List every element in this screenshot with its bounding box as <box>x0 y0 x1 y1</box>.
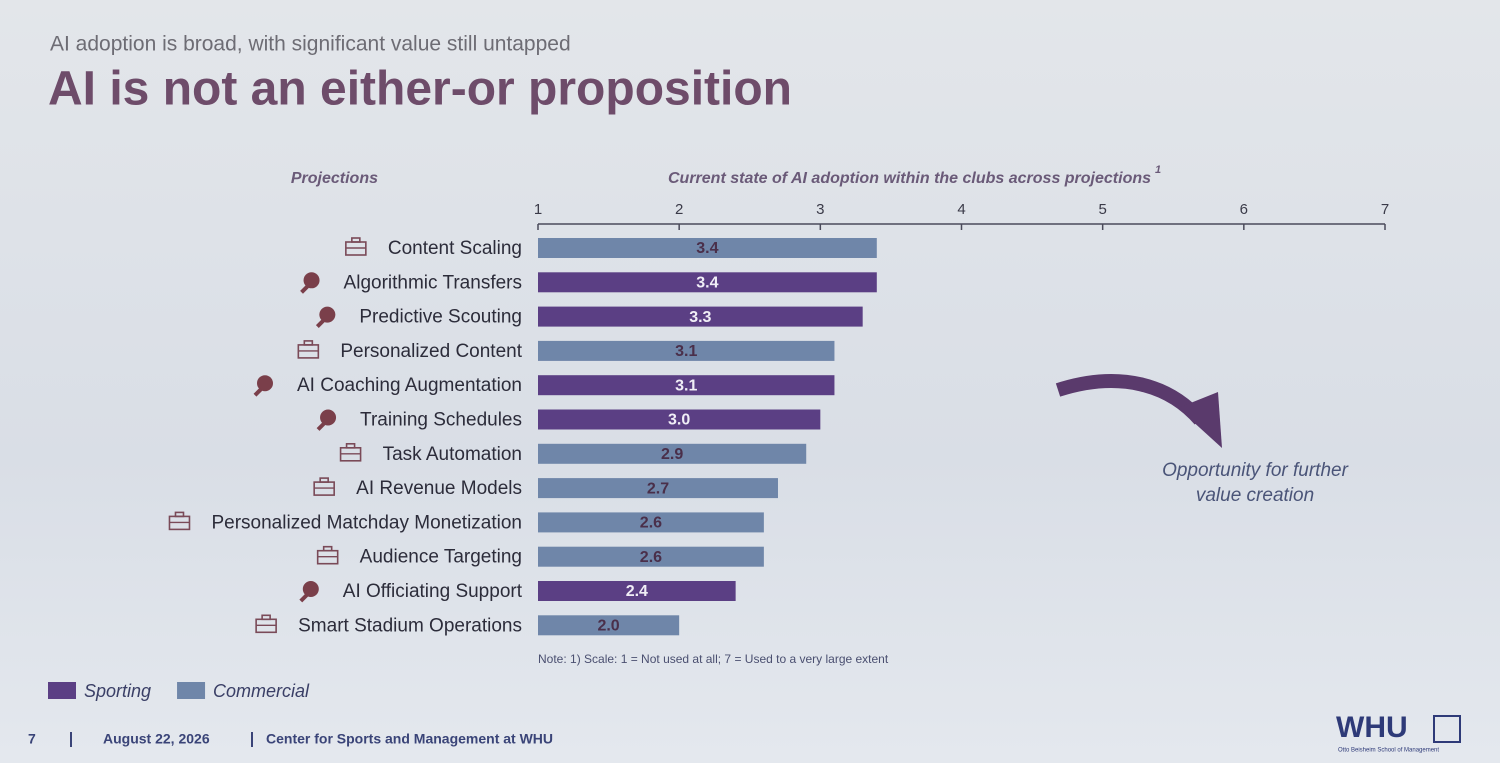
category-label: Smart Stadium Operations <box>298 615 522 636</box>
category-label: Personalized Matchday Monetization <box>211 512 522 533</box>
bar <box>538 581 736 601</box>
commercial-icon <box>174 511 185 518</box>
annotation: Opportunity for further value creation <box>1162 460 1348 506</box>
arrow <box>1055 374 1206 425</box>
commercial-icon <box>351 237 361 243</box>
center-name: Center for Sports and Management at WHU <box>266 731 553 747</box>
x-axis-label: Current state of AI adoption within the … <box>668 170 1151 187</box>
category-label: Personalized Content <box>340 341 522 362</box>
value-label: 3.4 <box>696 275 718 292</box>
value-label: 3.1 <box>675 377 697 394</box>
logo-mark <box>1433 715 1461 743</box>
bar <box>538 512 764 533</box>
bar <box>538 238 877 258</box>
bar <box>538 340 835 361</box>
sporting-icon <box>316 422 326 431</box>
sporting-icon <box>300 284 309 294</box>
commercial-icon <box>319 477 329 483</box>
x-tick-label: 6 <box>1240 201 1248 218</box>
sporting-icon <box>257 375 273 392</box>
commercial-icon <box>303 340 314 346</box>
category-header: Projections <box>291 170 378 187</box>
x-tick-label: 5 <box>1098 201 1106 218</box>
sporting-icon <box>303 272 320 289</box>
x-label-note: 1 <box>1155 164 1161 176</box>
category-label: Algorithmic Transfers <box>344 272 522 293</box>
logo-subtitle: Otto Beisheim School of Management <box>1338 748 1439 754</box>
category-label: Task Automation <box>383 444 522 465</box>
title: AI is not an either-or proposition <box>48 63 792 116</box>
value-label: 3.3 <box>689 309 711 326</box>
value-label: 2.6 <box>640 515 662 532</box>
sporting-icon <box>319 306 336 323</box>
legend-swatch <box>48 682 76 699</box>
value-label: 2.4 <box>626 583 648 600</box>
value-label: 3.4 <box>696 240 718 257</box>
x-tick-label: 4 <box>957 201 965 218</box>
subtitle: AI adoption is broad, with significant v… <box>50 33 571 56</box>
sporting-icon <box>302 581 319 597</box>
bar <box>538 409 821 430</box>
commercial-icon <box>261 614 271 621</box>
value-label: 3.1 <box>675 343 697 360</box>
commercial-icon <box>322 545 333 552</box>
legend-swatch <box>177 682 206 699</box>
value-label: 2.6 <box>640 549 662 566</box>
sporting-icon <box>253 387 263 397</box>
value-label: 2.0 <box>597 618 619 635</box>
category-label: AI Officiating Support <box>343 581 523 602</box>
arrow-head <box>1178 392 1222 448</box>
value-label: 2.9 <box>661 446 683 463</box>
category-label: Training Schedules <box>360 410 522 431</box>
x-tick-label: 2 <box>675 201 683 218</box>
value-label: 2.7 <box>647 480 669 497</box>
sporting-icon <box>299 593 309 603</box>
bar <box>538 272 877 293</box>
commercial-icon <box>345 442 356 449</box>
date: August 22, 2026 <box>103 731 210 747</box>
value-label: 3.0 <box>668 412 690 429</box>
page-number: 7 <box>28 731 36 747</box>
category-label: AI Revenue Models <box>356 478 522 499</box>
category-label: Content Scaling <box>388 238 522 259</box>
bar <box>538 546 764 567</box>
note: Note: 1) Scale: 1 = Not used at all; 7 =… <box>538 652 889 666</box>
category-label: AI Coaching Augmentation <box>297 375 522 396</box>
x-tick-label: 7 <box>1381 201 1389 218</box>
sporting-icon <box>320 409 337 426</box>
category-label: Predictive Scouting <box>359 307 522 328</box>
x-tick-label: 1 <box>534 201 542 218</box>
bar <box>538 615 680 636</box>
bar <box>538 375 835 396</box>
logo: WHU <box>1336 711 1408 744</box>
category-label: Audience Targeting <box>360 547 522 568</box>
legend-label: Sporting <box>84 681 151 701</box>
legend-label: Commercial <box>213 681 310 701</box>
x-tick-label: 3 <box>816 201 824 218</box>
bar <box>538 306 863 327</box>
sporting-icon <box>315 319 325 329</box>
bar <box>538 478 778 499</box>
bar <box>538 443 807 464</box>
